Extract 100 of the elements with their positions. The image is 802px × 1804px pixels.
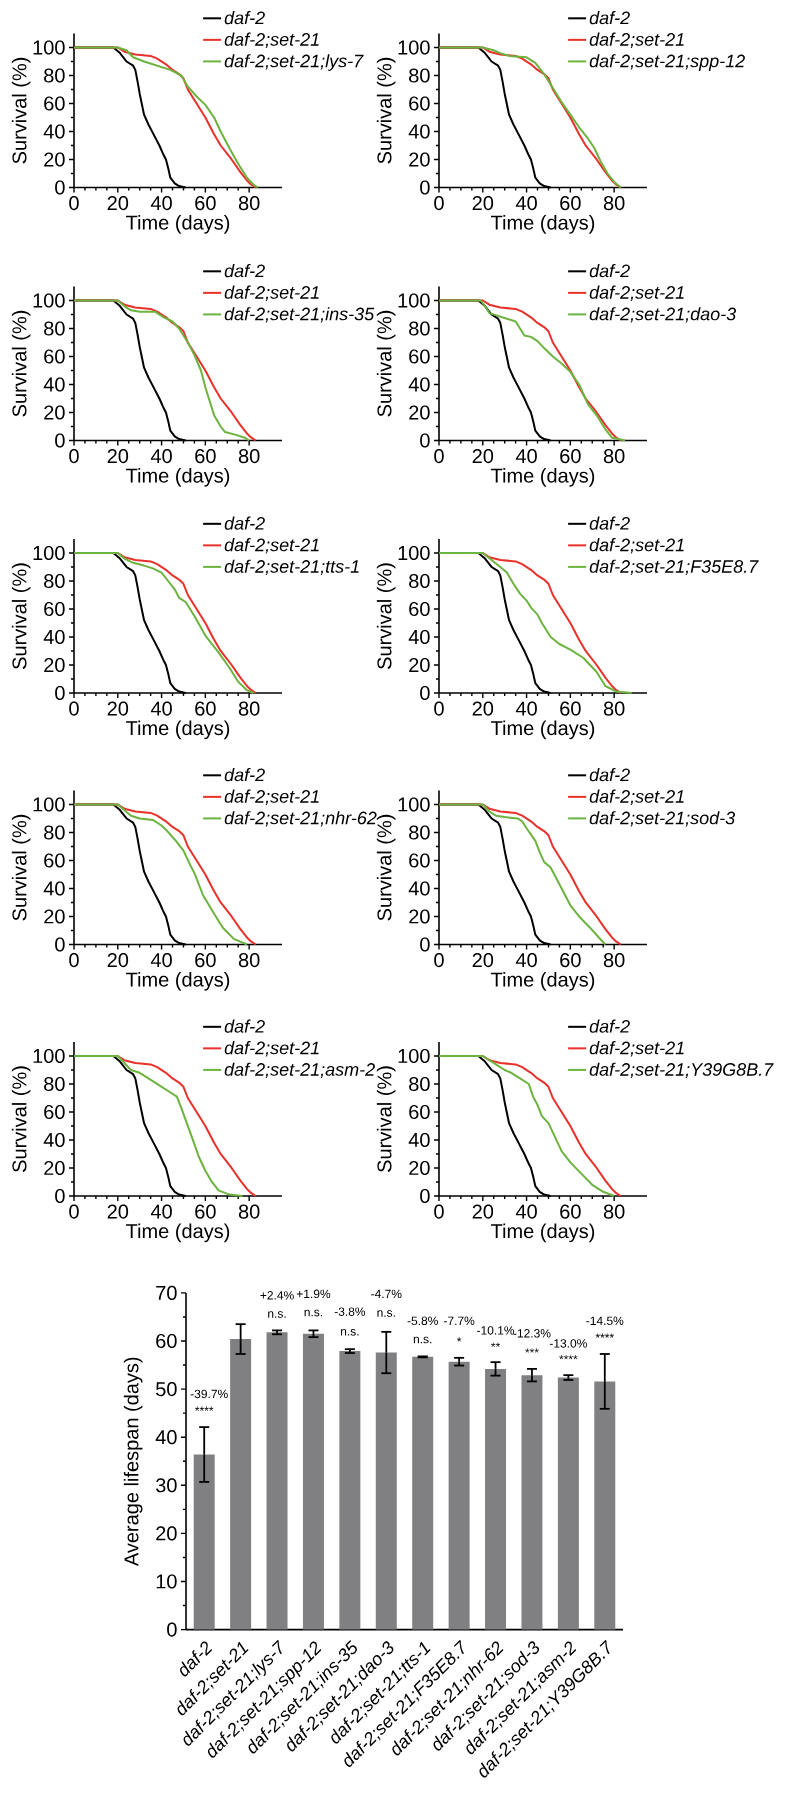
legend-label: daf-2;set-21;tts-1 bbox=[224, 559, 359, 575]
bar bbox=[485, 1368, 507, 1630]
x-tick-label: 0 bbox=[69, 701, 79, 716]
y-tick-label: 20 bbox=[409, 405, 430, 420]
legend-label: daf-2;set-21 bbox=[224, 285, 319, 301]
y-tick-label: 40 bbox=[43, 124, 65, 139]
y-tick-label: 100 bbox=[398, 40, 430, 55]
y-tick-label: 100 bbox=[398, 545, 430, 561]
annotation: -3.8% bbox=[334, 1307, 366, 1316]
y-axis-title: Survival (%) bbox=[376, 1066, 396, 1172]
y-tick-label: 40 bbox=[408, 629, 430, 645]
x-tick-label: 40 bbox=[515, 196, 537, 211]
x-tick-label: 60 bbox=[195, 701, 216, 716]
y-tick-label: 0 bbox=[420, 1188, 430, 1204]
y-tick-label: 20 bbox=[44, 152, 65, 167]
x-tick-label: 80 bbox=[238, 449, 260, 464]
y-tick-label: 60 bbox=[44, 349, 65, 364]
y-tick-label: 40 bbox=[408, 377, 430, 392]
y-tick-label: 20 bbox=[409, 1160, 430, 1176]
legend-label: daf-2;set-21 bbox=[589, 285, 684, 301]
x-tick-label: 20 bbox=[107, 701, 129, 716]
legend-label: daf-2 bbox=[224, 11, 265, 25]
legend-label: daf-2 bbox=[589, 1019, 630, 1033]
y-tick-label: 40 bbox=[43, 1132, 65, 1148]
legend-label: daf-2;set-21 bbox=[224, 789, 319, 805]
y-tick-label: 0 bbox=[420, 937, 430, 952]
legend-label: daf-2;set-21;asm-2 bbox=[224, 1062, 375, 1078]
y-tick-label: 0 bbox=[55, 937, 65, 952]
bar bbox=[302, 1333, 324, 1630]
x-tick-label: 0 bbox=[434, 701, 444, 716]
y-axis-title: Survival (%) bbox=[11, 563, 31, 669]
legend-label: daf-2;set-21;nhr-62 bbox=[224, 811, 377, 827]
annotation: n.s. bbox=[304, 1309, 323, 1317]
x-tick-label: 20 bbox=[107, 196, 129, 211]
x-tick-label: 60 bbox=[560, 953, 581, 968]
x-tick-label: 20 bbox=[472, 701, 494, 716]
x-tick-label: 20 bbox=[472, 449, 494, 464]
bar bbox=[339, 1351, 361, 1630]
legend-label: daf-2 bbox=[224, 768, 265, 782]
annotation: **** bbox=[559, 1355, 578, 1360]
legend-label: daf-2 bbox=[589, 264, 630, 278]
x-tick-label: 60 bbox=[560, 449, 581, 464]
y-tick-label: 0 bbox=[55, 433, 65, 448]
annotation: -7.7% bbox=[443, 1316, 475, 1325]
y-tick-label: 80 bbox=[409, 68, 430, 83]
y-tick-label: 20 bbox=[409, 657, 430, 673]
annotation: -39.7% bbox=[190, 1389, 228, 1399]
x-tick-label: 20 bbox=[472, 196, 494, 211]
y-axis-title: Survival (%) bbox=[376, 563, 396, 669]
y-axis-title: Average lifespan (days) bbox=[123, 1357, 143, 1567]
bar bbox=[375, 1352, 397, 1630]
y-tick-label: 80 bbox=[409, 825, 430, 840]
y-tick-label: 20 bbox=[44, 405, 65, 420]
bar bbox=[193, 1454, 215, 1630]
legend-label: daf-2;set-21;F35E8.7 bbox=[589, 559, 759, 575]
bar bbox=[230, 1339, 252, 1630]
legend-label: daf-2;set-21;lys-7 bbox=[224, 54, 364, 71]
y-tick-label: 80 bbox=[409, 1076, 430, 1092]
y-tick-label: 100 bbox=[33, 40, 65, 55]
legend-label: daf-2 bbox=[224, 1019, 265, 1033]
y-tick-label: 100 bbox=[33, 545, 65, 561]
x-axis-title: Time (days) bbox=[126, 1223, 230, 1243]
y-tick-label: 100 bbox=[398, 1048, 430, 1064]
annotation: +2.4% bbox=[260, 1291, 294, 1300]
y-tick-label: 20 bbox=[156, 1526, 177, 1541]
y-tick-label: 60 bbox=[409, 96, 430, 111]
x-tick-label: 20 bbox=[107, 1204, 129, 1219]
x-axis-title: Time (days) bbox=[126, 972, 230, 991]
legend-label: daf-2;set-21;dao-3 bbox=[589, 307, 737, 323]
x-tick-label: 0 bbox=[434, 196, 444, 211]
y-tick-label: 0 bbox=[420, 433, 430, 448]
y-tick-label: 60 bbox=[409, 1104, 430, 1120]
y-tick-label: 80 bbox=[44, 1076, 65, 1092]
x-tick-label: 20 bbox=[107, 449, 129, 464]
x-tick-label: 80 bbox=[603, 953, 625, 968]
x-axis-title: Time (days) bbox=[126, 215, 230, 234]
y-tick-label: 30 bbox=[155, 1478, 177, 1493]
y-tick-label: 40 bbox=[408, 124, 430, 139]
x-tick-label: 0 bbox=[434, 1204, 444, 1219]
y-axis-title: Survival (%) bbox=[11, 57, 31, 164]
x-axis-title: Time (days) bbox=[491, 468, 595, 487]
y-tick-label: 20 bbox=[409, 909, 430, 924]
x-tick-label: 60 bbox=[560, 196, 581, 211]
y-tick-label: 80 bbox=[44, 68, 65, 83]
y-tick-label: 0 bbox=[420, 685, 430, 701]
y-axis-title: Survival (%) bbox=[11, 1066, 31, 1172]
y-tick-label: 0 bbox=[55, 685, 65, 701]
bar bbox=[412, 1356, 434, 1630]
legend-label: daf-2;set-21 bbox=[589, 32, 684, 48]
x-tick-label: 20 bbox=[107, 953, 129, 968]
legend-label: daf-2;set-21;ins-35 bbox=[224, 307, 375, 323]
x-tick-label: 80 bbox=[238, 953, 260, 968]
y-tick-label: 100 bbox=[398, 293, 430, 308]
legend-label: daf-2 bbox=[589, 516, 630, 530]
y-tick-label: 0 bbox=[55, 1188, 65, 1204]
annotation: -14.5% bbox=[586, 1316, 624, 1326]
x-tick-label: 60 bbox=[560, 1204, 581, 1219]
y-tick-label: 20 bbox=[44, 1160, 65, 1176]
legend-label: daf-2 bbox=[589, 768, 630, 782]
legend-label: daf-2;set-21;Y39G8B.7 bbox=[589, 1062, 774, 1078]
